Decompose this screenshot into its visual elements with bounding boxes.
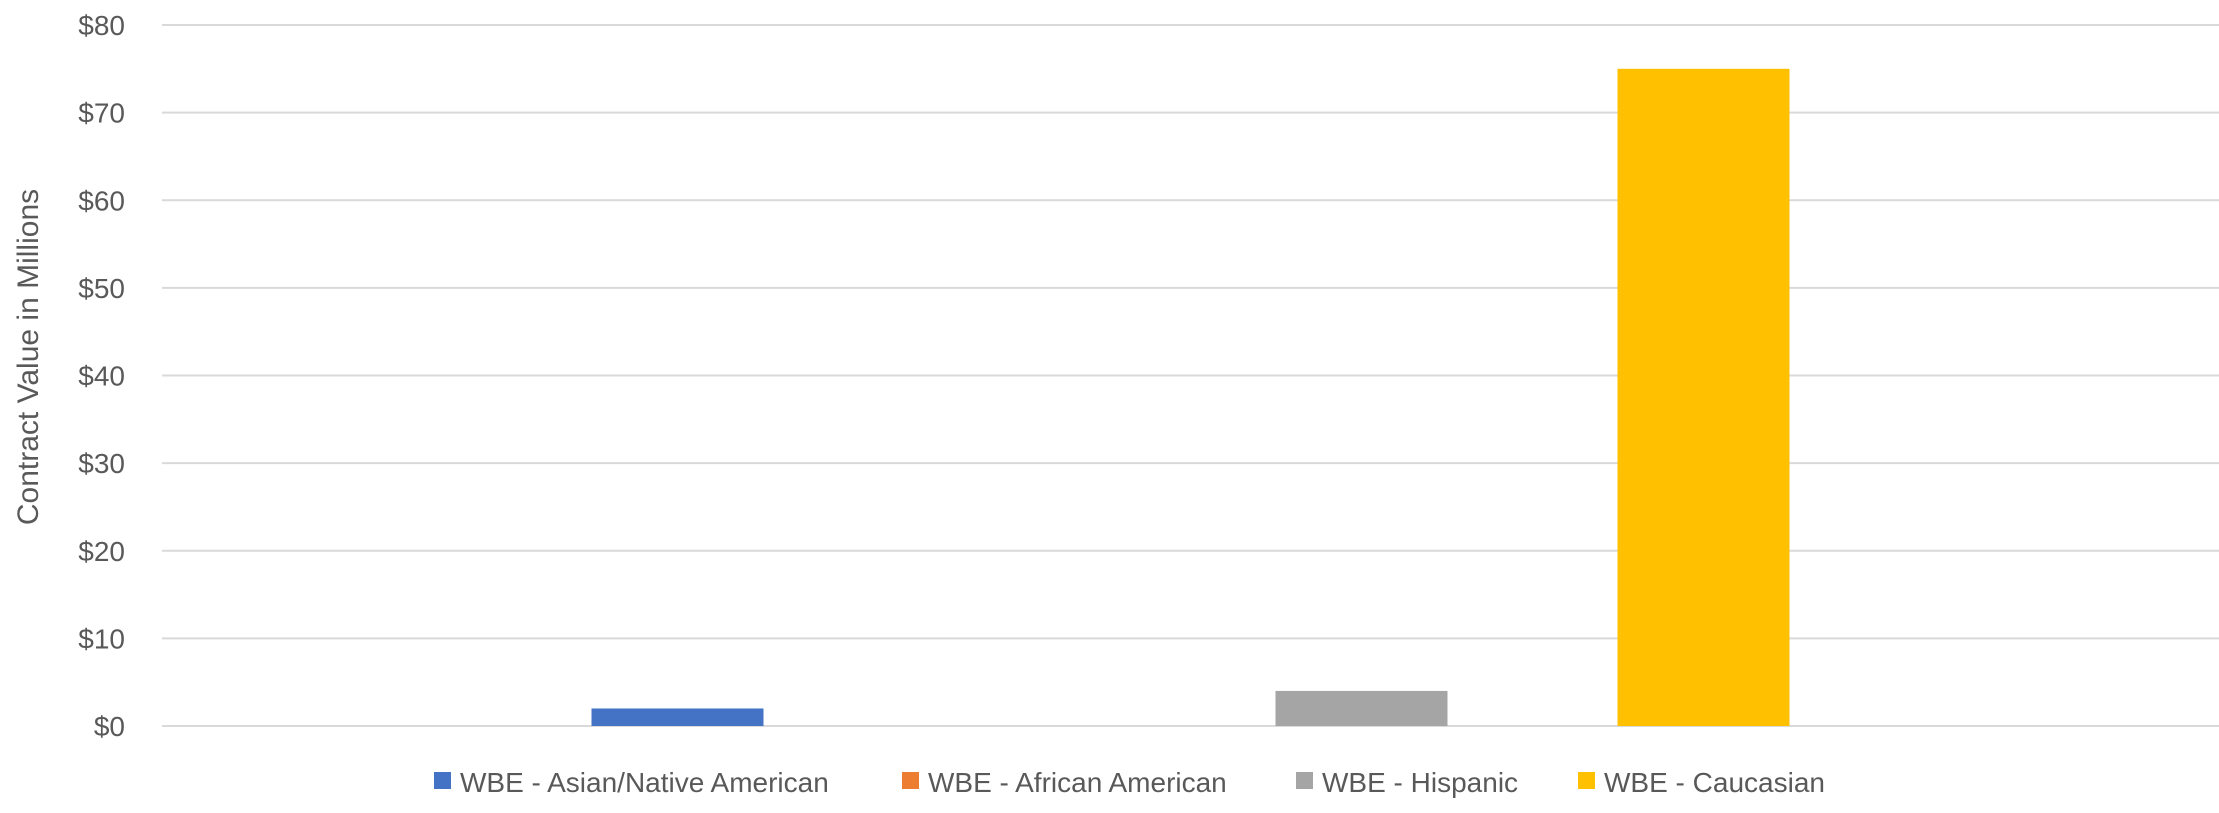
legend-swatch [1296, 772, 1313, 789]
bars [591, 68, 1790, 726]
bar-wbe-hispanic [1275, 690, 1448, 726]
legend-label: WBE - Asian/Native American [460, 767, 829, 798]
legend-label: WBE - African American [928, 767, 1227, 798]
y-tick-label: $0 [94, 711, 125, 742]
y-tick-label: $40 [78, 361, 125, 392]
y-axis-tick-labels: $0 $10 $20 $30 $40 $50 $60 $70 $80 [78, 10, 125, 742]
legend-swatch [1578, 772, 1595, 789]
y-tick-label: $10 [78, 623, 125, 654]
bar-wbe-asian-native-american [591, 708, 764, 726]
legend-label: WBE - Hispanic [1322, 767, 1518, 798]
y-tick-label: $30 [78, 448, 125, 479]
gridlines [162, 24, 2219, 727]
y-tick-label: $70 [78, 98, 125, 129]
y-tick-label: $50 [78, 273, 125, 304]
y-axis-label: Contract Value in Millions [12, 189, 45, 525]
y-tick-label: $80 [78, 10, 125, 41]
legend-swatch [434, 772, 451, 789]
legend-swatch [902, 772, 919, 789]
bar-wbe-caucasian [1617, 68, 1790, 726]
legend-label: WBE - Caucasian [1604, 767, 1825, 798]
y-tick-label: $60 [78, 185, 125, 216]
y-tick-label: $20 [78, 536, 125, 567]
legend: WBE - Asian/Native American WBE - African… [434, 767, 1825, 798]
